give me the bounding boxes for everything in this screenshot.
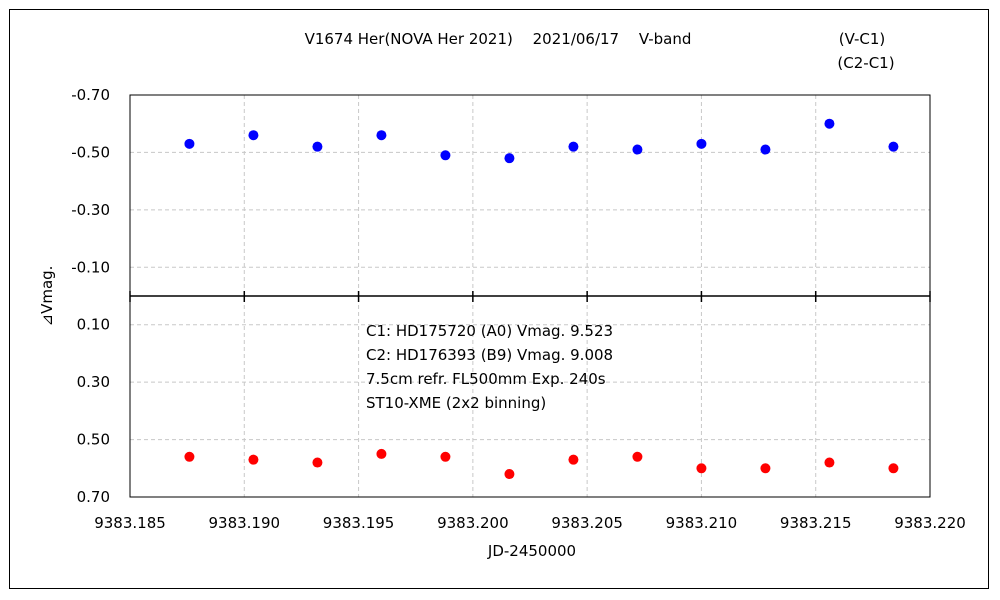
- x-tick-label: 9383.215: [780, 514, 852, 532]
- x-tick-label: 9383.220: [894, 514, 966, 532]
- points-layer: [184, 118, 899, 480]
- data-point-v-c1: [184, 451, 195, 462]
- y-axis-label: ⊿Vmag.: [38, 266, 56, 327]
- y-tick-label: -0.70: [71, 86, 110, 104]
- tick-layer: 9383.185 9383.190 9383.195 9383.200 9383.205…: [71, 86, 966, 532]
- data-point-c2-c1: [888, 141, 899, 152]
- y-tick-label: 0.50: [77, 431, 110, 449]
- data-point-c2-c1: [376, 130, 387, 141]
- x-tick-label: 9383.210: [666, 514, 738, 532]
- annotation-comparison-star-c1: C1: HD175720 (A0) Vmag. 9.523: [366, 322, 613, 340]
- data-point-v-c1: [696, 463, 707, 474]
- data-point-v-c1: [888, 463, 899, 474]
- x-tick-label: 9383.195: [323, 514, 395, 532]
- data-point-c2-c1: [312, 141, 323, 152]
- data-point-v-c1: [504, 469, 515, 480]
- annotation-camera: ST10-XME (2x2 binning): [366, 394, 546, 412]
- data-point-c2-c1: [568, 141, 579, 152]
- data-point-c2-c1: [632, 144, 643, 155]
- data-point-c2-c1: [504, 153, 515, 164]
- x-tick-label: 9383.190: [208, 514, 280, 532]
- y-tick-label: 0.10: [77, 316, 110, 334]
- data-point-v-c1: [248, 454, 259, 465]
- x-tick-label: 9383.205: [551, 514, 623, 532]
- data-point-v-c1: [824, 457, 835, 468]
- data-point-v-c1: [760, 463, 771, 474]
- data-point-c2-c1: [248, 130, 259, 141]
- data-point-c2-c1: [184, 138, 195, 149]
- data-point-v-c1: [568, 454, 579, 465]
- data-point-v-c1: [312, 457, 323, 468]
- chart-frame: [9, 9, 989, 589]
- data-point-c2-c1: [760, 144, 771, 155]
- grid-layer: [130, 95, 930, 497]
- data-point-c2-c1: [696, 138, 707, 149]
- x-axis-label: JD-2450000: [487, 542, 576, 560]
- annotation-telescope: 7.5cm refr. FL500mm Exp. 240s: [366, 370, 606, 388]
- y-tick-label: 0.30: [77, 373, 110, 391]
- data-point-c2-c1: [824, 118, 835, 129]
- data-point-v-c1: [376, 448, 387, 459]
- data-point-c2-c1: [440, 150, 451, 161]
- y-tick-label: 0.70: [77, 488, 110, 506]
- chart-title: V1674 Her(NOVA Her 2021) 2021/06/17 V-ba…: [305, 30, 692, 48]
- y-tick-label: -0.50: [71, 143, 110, 161]
- legend-entry-v-c1: (V-C1): [839, 30, 886, 48]
- x-tick-label: 9383.200: [437, 514, 509, 532]
- legend-entry-c2-c1: (C2-C1): [837, 54, 894, 72]
- annotation-comparison-star-c2: C2: HD176393 (B9) Vmag. 9.008: [366, 346, 613, 364]
- x-tick-label: 9383.185: [94, 514, 166, 532]
- data-point-v-c1: [440, 451, 451, 462]
- y-tick-label: -0.10: [71, 258, 110, 276]
- data-point-v-c1: [632, 451, 643, 462]
- y-tick-label: -0.30: [71, 201, 110, 219]
